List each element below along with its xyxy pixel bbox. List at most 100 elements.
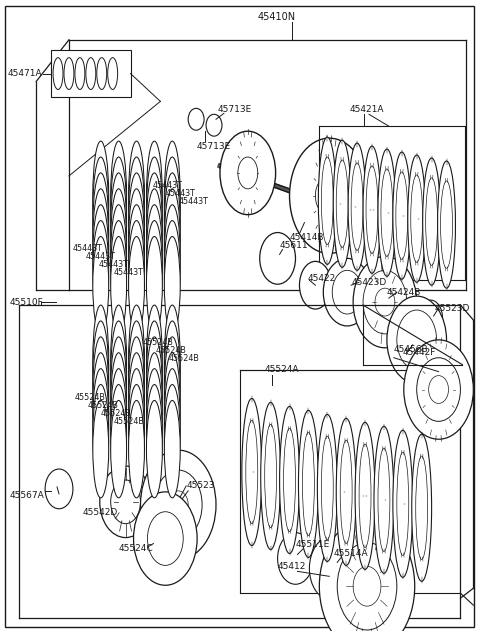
Ellipse shape: [129, 368, 144, 470]
Ellipse shape: [168, 491, 188, 518]
Ellipse shape: [426, 178, 438, 265]
Ellipse shape: [378, 448, 390, 551]
Ellipse shape: [146, 141, 162, 251]
Ellipse shape: [363, 146, 381, 273]
Text: 45524B: 45524B: [156, 346, 186, 355]
Ellipse shape: [366, 166, 378, 253]
Text: 45542D: 45542D: [83, 508, 118, 517]
Ellipse shape: [129, 385, 144, 484]
Ellipse shape: [417, 358, 460, 422]
Ellipse shape: [111, 337, 127, 442]
Text: 45524B: 45524B: [168, 354, 199, 363]
Ellipse shape: [423, 158, 441, 285]
Text: 45443T: 45443T: [153, 181, 182, 191]
Ellipse shape: [93, 353, 108, 456]
Ellipse shape: [129, 157, 144, 265]
Text: 45523: 45523: [186, 482, 215, 491]
Ellipse shape: [93, 385, 108, 484]
Ellipse shape: [155, 470, 202, 539]
Ellipse shape: [336, 418, 356, 565]
Text: 45524B: 45524B: [75, 393, 106, 402]
Ellipse shape: [146, 337, 162, 442]
Ellipse shape: [315, 176, 343, 216]
Ellipse shape: [111, 305, 127, 415]
Text: 45421A: 45421A: [349, 105, 384, 114]
Ellipse shape: [321, 436, 333, 539]
Ellipse shape: [378, 149, 396, 276]
Ellipse shape: [147, 511, 183, 565]
Ellipse shape: [93, 189, 108, 292]
Ellipse shape: [284, 429, 296, 532]
Ellipse shape: [279, 406, 300, 553]
Text: 45524A: 45524A: [264, 365, 299, 374]
Ellipse shape: [336, 160, 348, 248]
Bar: [51, 50, 131, 97]
Ellipse shape: [97, 58, 107, 89]
Ellipse shape: [146, 353, 162, 456]
Text: 45422: 45422: [307, 273, 336, 283]
Ellipse shape: [363, 270, 407, 334]
Ellipse shape: [111, 401, 127, 498]
Ellipse shape: [93, 157, 108, 265]
Ellipse shape: [411, 175, 423, 262]
Ellipse shape: [64, 58, 74, 89]
Ellipse shape: [93, 401, 108, 498]
Ellipse shape: [246, 420, 258, 523]
Text: 45443T: 45443T: [178, 197, 208, 206]
Text: 45412: 45412: [277, 562, 306, 571]
Ellipse shape: [93, 141, 108, 251]
Ellipse shape: [111, 173, 127, 279]
Ellipse shape: [397, 452, 409, 556]
Text: 45713E: 45713E: [196, 142, 230, 151]
Ellipse shape: [93, 321, 108, 429]
Text: 45511E: 45511E: [296, 540, 330, 549]
Ellipse shape: [337, 542, 397, 630]
Ellipse shape: [220, 131, 276, 215]
Text: 45443T: 45443T: [165, 189, 195, 198]
Ellipse shape: [53, 58, 63, 89]
Text: 45414B: 45414B: [289, 233, 324, 242]
Ellipse shape: [375, 288, 395, 316]
Ellipse shape: [332, 270, 362, 314]
Text: 45567A: 45567A: [9, 491, 44, 500]
Ellipse shape: [242, 398, 262, 546]
Ellipse shape: [111, 237, 127, 334]
Ellipse shape: [129, 237, 144, 334]
Ellipse shape: [93, 173, 108, 279]
Ellipse shape: [206, 115, 222, 136]
Ellipse shape: [164, 353, 180, 456]
Text: 45423D: 45423D: [351, 278, 386, 287]
Ellipse shape: [164, 157, 180, 265]
Ellipse shape: [129, 221, 144, 320]
Ellipse shape: [164, 237, 180, 334]
Ellipse shape: [238, 157, 258, 189]
Ellipse shape: [141, 450, 216, 560]
Ellipse shape: [146, 221, 162, 320]
Ellipse shape: [374, 426, 394, 573]
Ellipse shape: [324, 258, 371, 326]
Ellipse shape: [146, 173, 162, 279]
Text: 45523D: 45523D: [434, 304, 470, 313]
Ellipse shape: [146, 385, 162, 484]
Ellipse shape: [111, 353, 127, 456]
Text: 45471A: 45471A: [7, 69, 42, 78]
Ellipse shape: [129, 189, 144, 292]
Ellipse shape: [359, 444, 371, 548]
Text: 45524B: 45524B: [114, 417, 144, 426]
Ellipse shape: [310, 537, 353, 600]
Ellipse shape: [146, 204, 162, 306]
Text: 45524B: 45524B: [88, 401, 119, 410]
Ellipse shape: [319, 518, 415, 633]
Ellipse shape: [416, 456, 428, 560]
Ellipse shape: [355, 422, 375, 569]
Ellipse shape: [387, 296, 446, 384]
Text: 45443T: 45443T: [99, 260, 129, 269]
Ellipse shape: [441, 181, 453, 268]
Ellipse shape: [429, 375, 448, 403]
Ellipse shape: [129, 204, 144, 306]
Ellipse shape: [261, 403, 281, 549]
Ellipse shape: [133, 492, 197, 586]
Ellipse shape: [164, 189, 180, 292]
Text: 45524B: 45524B: [143, 338, 173, 348]
Ellipse shape: [404, 340, 473, 439]
